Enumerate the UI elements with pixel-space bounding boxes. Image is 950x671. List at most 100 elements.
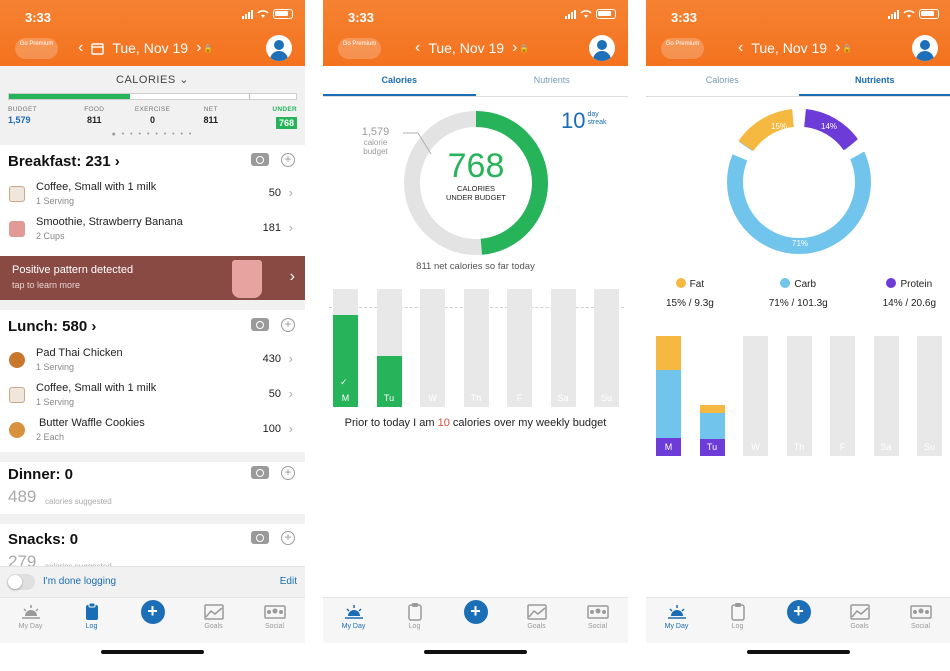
date-label[interactable]: Tue, Nov 19	[112, 40, 189, 56]
breakfast-title[interactable]: Breakfast: 231 ›	[8, 153, 120, 170]
social-icon	[909, 605, 932, 619]
goals-icon	[526, 604, 547, 620]
day-bar-bg[interactable]	[507, 289, 532, 407]
status-time: 3:33	[671, 10, 698, 25]
day-bar-bg[interactable]	[873, 336, 899, 456]
dinner-title[interactable]: Dinner: 0	[8, 466, 74, 483]
sunrise-icon	[344, 605, 363, 619]
macro-bar-segment[interactable]	[656, 438, 681, 456]
next-day-icon[interactable]: ›	[835, 39, 841, 56]
macro-bar-segment[interactable]	[656, 370, 681, 438]
wifi-icon	[257, 10, 269, 18]
prev-day-icon[interactable]: ‹	[415, 39, 421, 56]
day-bar-bg[interactable]	[463, 289, 489, 407]
status-time: 3:33	[348, 10, 375, 25]
tab-nutrients[interactable]: Nutrients	[798, 66, 950, 96]
chevron-down-icon: ⌄	[179, 74, 189, 86]
day-label: F	[839, 442, 846, 452]
tab-bar: My Day Log + Goals Social	[646, 597, 950, 643]
lunch-title[interactable]: Lunch: 580 ›	[8, 318, 97, 335]
calories-dropdown[interactable]: CALORIES ⌄	[116, 74, 189, 86]
ring-under-budget	[404, 111, 548, 255]
day-bar-bg[interactable]	[420, 289, 445, 407]
day-bar-bg[interactable]	[550, 289, 576, 407]
tab-add[interactable]: +	[451, 600, 501, 624]
day-label: M	[341, 393, 350, 403]
header: 3:33 Go Premium ‹ Tue, Nov 19 › 🔒	[646, 0, 950, 66]
donut-fat	[738, 109, 795, 152]
avatar[interactable]	[266, 35, 292, 61]
macro-bar-segment[interactable]	[699, 439, 725, 456]
pattern-banner[interactable]: Positive pattern detected tap to learn m…	[0, 256, 305, 300]
lock-icon: 🔒	[519, 43, 530, 53]
food-item[interactable]: Coffee, Small with 1 milk 1 Serving 50 ›	[0, 178, 305, 212]
next-day-icon[interactable]: ›	[196, 39, 202, 56]
calorie-summary: CALORIES ⌄ BUDGET 1,579 FOOD 811 EXERCISE 0…	[0, 66, 305, 145]
done-logging-label[interactable]: I'm done logging	[43, 576, 117, 587]
tab-calories[interactable]: Calories	[705, 75, 739, 85]
day-bar-bg[interactable]	[830, 336, 855, 456]
divider	[0, 514, 305, 524]
camera-icon[interactable]	[251, 466, 269, 479]
macro-bar-segment[interactable]	[656, 336, 681, 370]
tab-social[interactable]: Social	[573, 601, 623, 630]
go-premium-button[interactable]: Go Premium	[661, 38, 704, 59]
calendar-icon[interactable]	[91, 42, 105, 55]
prev-day-icon[interactable]: ‹	[738, 39, 744, 56]
food-item[interactable]: Smoothie, Strawberry Banana 2 Cups 181 ›	[0, 213, 305, 247]
tab-my-day[interactable]: My Day	[652, 601, 702, 630]
add-icon[interactable]: +	[281, 153, 295, 167]
day-bar-bg[interactable]	[917, 336, 942, 456]
add-icon[interactable]: +	[281, 466, 295, 480]
social-icon	[263, 605, 286, 619]
tab-log[interactable]: Log	[713, 601, 763, 630]
macro-bar-segment[interactable]	[699, 413, 725, 439]
donut-protein	[803, 109, 859, 151]
camera-icon[interactable]	[251, 153, 269, 166]
day-bar-bg[interactable]	[786, 336, 812, 456]
date-label[interactable]: Tue, Nov 19	[428, 40, 505, 56]
tab-goals[interactable]: Goals	[512, 601, 562, 630]
food-item[interactable]: Coffee, Small with 1 milk 1 Serving 50 ›	[0, 379, 305, 413]
next-day-icon[interactable]: ›	[512, 39, 518, 56]
day-label: Su	[600, 393, 612, 403]
tab-my-day[interactable]: My Day	[6, 601, 56, 630]
prev-day-icon[interactable]: ‹	[78, 39, 84, 56]
date-label[interactable]: Tue, Nov 19	[751, 40, 828, 56]
add-icon[interactable]: +	[281, 531, 295, 545]
tab-goals[interactable]: Goals	[189, 601, 239, 630]
budget-col: BUDGET 1,579	[8, 106, 37, 125]
budget-label: 1,579 calorie budget	[361, 126, 390, 156]
go-premium-button[interactable]: Go Premium	[338, 38, 381, 59]
tab-log[interactable]: Log	[390, 601, 440, 630]
day-bar-bg[interactable]	[594, 289, 619, 407]
avatar[interactable]	[589, 35, 615, 61]
add-icon[interactable]: +	[281, 318, 295, 332]
camera-icon[interactable]	[251, 318, 269, 331]
tab-add[interactable]: +	[774, 600, 824, 624]
tab-log[interactable]: Log	[67, 601, 117, 630]
battery-icon	[596, 9, 616, 19]
avatar[interactable]	[912, 35, 938, 61]
tab-nutrients[interactable]: Nutrients	[533, 75, 570, 85]
page-dots[interactable]: ● • • • • • • • • •	[111, 131, 194, 138]
tab-goals[interactable]: Goals	[835, 601, 885, 630]
snacks-title[interactable]: Snacks: 0	[8, 531, 79, 548]
tab-calories[interactable]: Calories	[323, 66, 476, 96]
chevron-right-icon: ›	[91, 318, 97, 335]
day-label: Su	[923, 442, 935, 452]
done-logging-toggle[interactable]	[7, 574, 35, 590]
food-item[interactable]: Butter Waffle Cookies 2 Each 100 ›	[0, 414, 305, 448]
status-icons	[242, 9, 293, 19]
camera-icon[interactable]	[251, 531, 269, 544]
tab-my-day[interactable]: My Day	[329, 601, 379, 630]
food-item[interactable]: Pad Thai Chicken 1 Serving 430 ›	[0, 344, 305, 378]
tab-add[interactable]: +	[128, 600, 178, 624]
day-bar-bg[interactable]	[743, 336, 768, 456]
home-indicator	[101, 650, 204, 654]
edit-button[interactable]: Edit	[279, 576, 297, 587]
macro-bar-segment[interactable]	[699, 405, 725, 413]
tab-social[interactable]: Social	[896, 601, 946, 630]
go-premium-button[interactable]: Go Premium	[15, 38, 58, 59]
tab-social[interactable]: Social	[250, 601, 300, 630]
